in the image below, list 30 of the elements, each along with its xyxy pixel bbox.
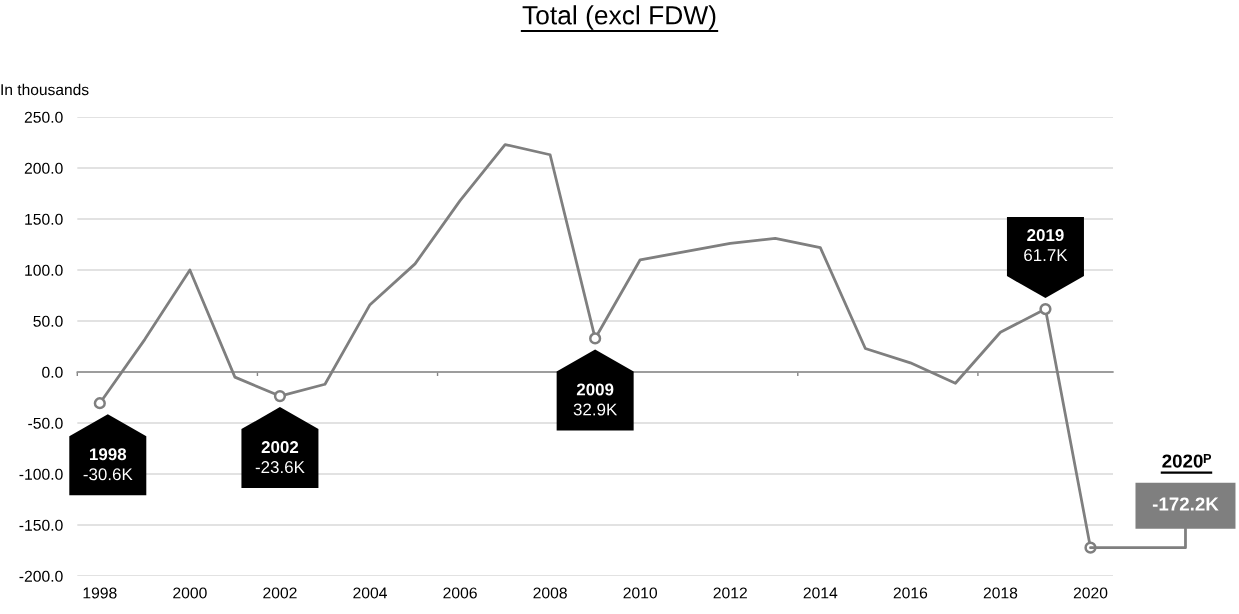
y-tick-label: 0.0 [42,366,63,378]
x-tick-label: 2008 [533,587,567,599]
y-tick-label: 200.0 [24,162,63,174]
x-tick-label: 2012 [713,587,747,599]
x-tick-label: 2014 [803,587,838,599]
y-tick-label: 100.0 [25,264,63,276]
text: 2020ᴾ [1162,453,1212,468]
x-tick-label: 2010 [623,587,658,599]
x-tick-label: 2002 [263,587,297,599]
y-tick-label: -150.0 [19,519,63,531]
y-axis-title: In thousands [1,83,89,96]
y-tick-label: 50.0 [33,315,63,327]
y-tick-label: -100.0 [19,468,63,480]
annotation: 2019 61.7K [1024,229,1068,262]
chart-title: Total (excl FDW) [522,5,716,30]
annotation: -172.2K [1152,497,1219,511]
x-tick-label: 1998 [83,587,117,599]
y-tick-label: -50.0 [28,417,63,429]
annotation: 1998 -30.6K [83,448,133,481]
y-tick-label: 150.0 [25,213,63,225]
x-tick-label: 2016 [893,587,928,599]
y-tick-label: -200.0 [19,570,63,582]
x-tick-label: 2020 [1073,587,1108,599]
x-tick-label: 2018 [983,587,1018,599]
y-tick-label: 250.0 [24,111,63,123]
x-tick-label: 2006 [443,587,477,599]
x-tick-label: 2000 [173,587,207,599]
annotation: 2002 -23.6K [255,441,305,474]
annotation: 2009 32.9K [573,383,618,416]
x-tick-label: 2004 [353,587,387,599]
